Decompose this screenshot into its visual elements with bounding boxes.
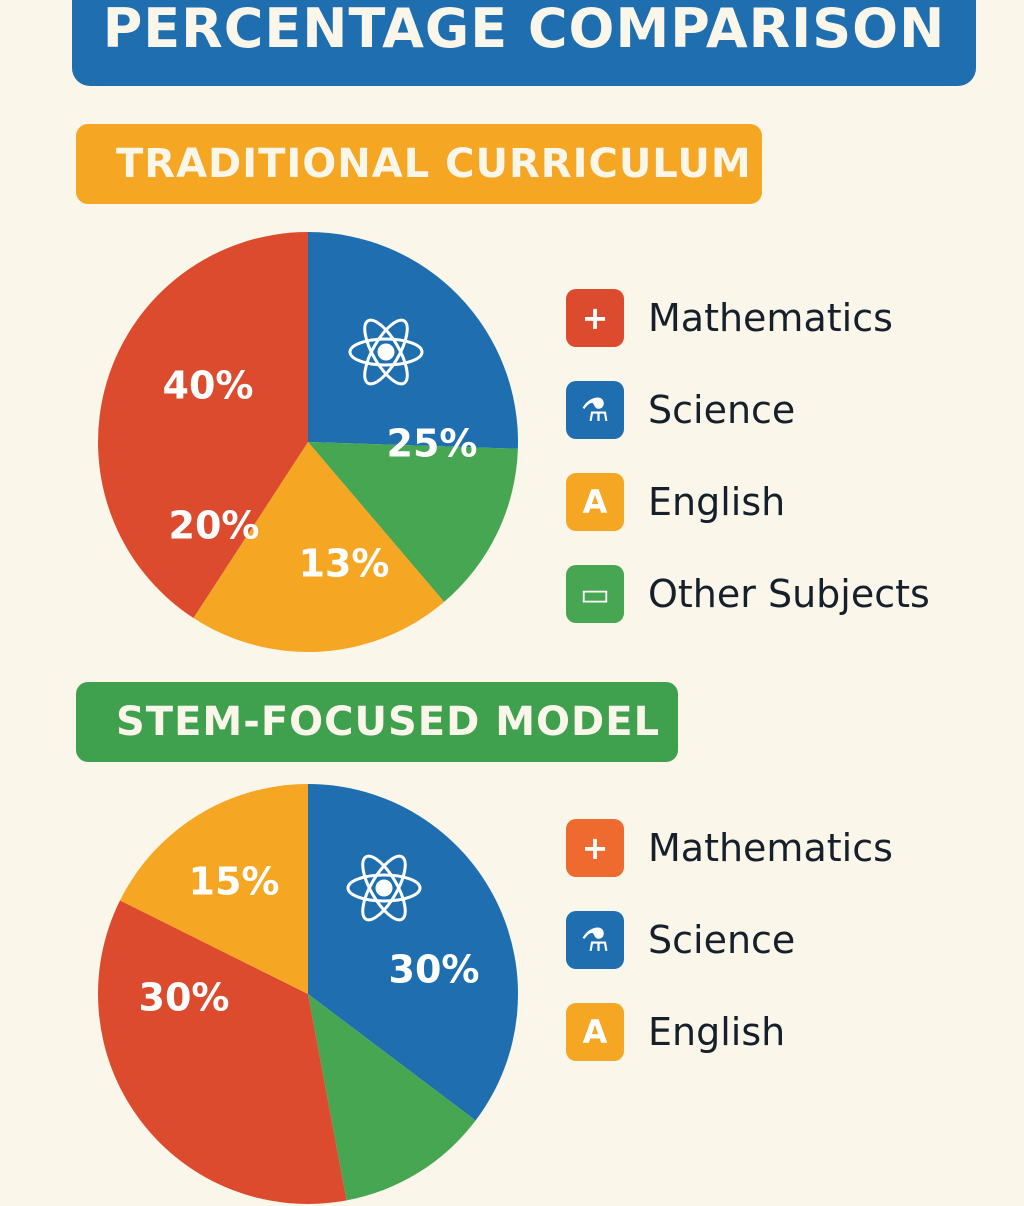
traditional-label-other-subjects: 13%: [299, 542, 390, 586]
traditional-slice-other-subjects: [308, 442, 518, 602]
traditional-legend-label: Science: [648, 388, 796, 432]
traditional-label-mathematics: 40%: [163, 364, 254, 408]
atom-icon: [348, 318, 424, 386]
traditional-slice-mathematics: [97, 232, 308, 618]
atom-icon: [346, 854, 422, 922]
traditional-legend-label: Mathematics: [648, 296, 893, 340]
stem-legend-item-science: ⚗ Science: [566, 894, 893, 986]
letter-a-icon: A: [566, 1003, 624, 1061]
title-banner: PERCENTAGE COMPARISON: [72, 0, 976, 86]
flask-icon: ⚗: [566, 381, 624, 439]
stem-legend-label: English: [648, 1010, 786, 1054]
stem-focused-model-legend: + Mathematics ⚗ Science A English: [566, 802, 893, 1078]
traditional-label-science: 25%: [387, 422, 478, 466]
stem-label-science: 30%: [389, 948, 480, 992]
letter-a-icon: A: [566, 473, 624, 531]
traditional-legend-label: Other Subjects: [648, 572, 930, 616]
traditional-slice-english: [193, 442, 445, 652]
stem-label-mathematics: 30%: [139, 976, 230, 1020]
traditional-curriculum-title: TRADITIONAL CURRICULUM: [116, 141, 752, 187]
plus-icon: +: [566, 289, 624, 347]
stem-legend-label: Mathematics: [648, 826, 893, 870]
traditional-curriculum-pie-chart: 25% 13% 20% 40%: [97, 232, 518, 652]
stem-legend-item-english: A English: [566, 986, 893, 1078]
traditional-legend-item-other-subjects: ▭ Other Subjects: [566, 548, 930, 640]
stem-focused-model-pie-chart: 30% 30% 15%: [97, 784, 518, 1204]
stem-label-english: 15%: [189, 860, 280, 904]
traditional-curriculum-legend: + Mathematics ⚗ Science A English ▭ Other Subje…: [566, 272, 930, 640]
plus-icon: +: [566, 819, 624, 877]
page-title: PERCENTAGE COMPARISON: [102, 0, 946, 60]
flask-icon: ⚗: [566, 911, 624, 969]
folder-icon: ▭: [566, 565, 624, 623]
traditional-legend-item-science: ⚗ Science: [566, 364, 930, 456]
stem-legend-label: Science: [648, 918, 796, 962]
stem-focused-model-title: STEM-FOCUSED MODEL: [116, 699, 661, 745]
traditional-legend-item-mathematics: + Mathematics: [566, 272, 930, 364]
traditional-legend-item-english: A English: [566, 456, 930, 548]
traditional-curriculum-label: TRADITIONAL CURRICULUM: [76, 124, 762, 204]
stem-focused-model-label: STEM-FOCUSED MODEL: [76, 682, 678, 762]
stem-slice-english: [120, 784, 308, 994]
traditional-label-english: 20%: [169, 504, 260, 548]
traditional-legend-label: English: [648, 480, 786, 524]
stem-legend-item-mathematics: + Mathematics: [566, 802, 893, 894]
traditional-slice-science: [308, 232, 518, 449]
